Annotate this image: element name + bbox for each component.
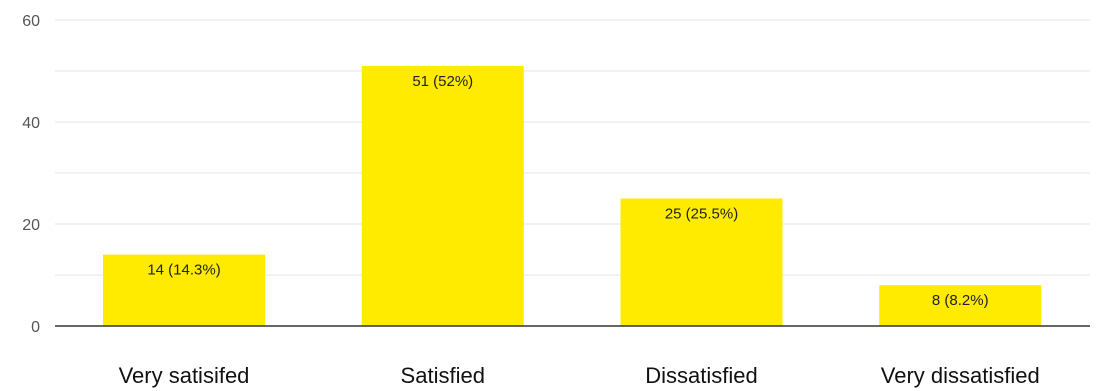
gridlines [55,19,1090,276]
bar-very-satisifed [103,254,265,326]
data-label: 25 (25.5%) [665,206,738,223]
data-labels: 14 (14.3%) 51 (52%) 25 (25.5%) 8 (8.2%) [147,73,988,309]
x-tick-label: Dissatisfied [645,363,757,388]
bar-very-dissatisfied [879,285,1042,326]
bar-satisfied [361,65,524,327]
data-label: 14 (14.3%) [147,262,220,279]
data-label: 51 (52%) [412,73,473,90]
axes: 0 20 40 60 Very satisifed Satisfied Dissatisfi… [22,13,1090,388]
y-tick-label: 0 [31,319,40,336]
x-tick-label: Satisfied [401,363,485,388]
data-label: 8 (8.2%) [932,292,989,309]
y-tick-label: 20 [22,217,40,234]
x-tick-label: Very satisifed [119,363,250,388]
x-tick-label: Very dissatisfied [881,363,1040,388]
y-tick-label: 40 [22,115,40,132]
bars [103,65,1042,327]
y-tick-label: 60 [22,13,40,30]
bar-dissatisfied [620,198,783,326]
